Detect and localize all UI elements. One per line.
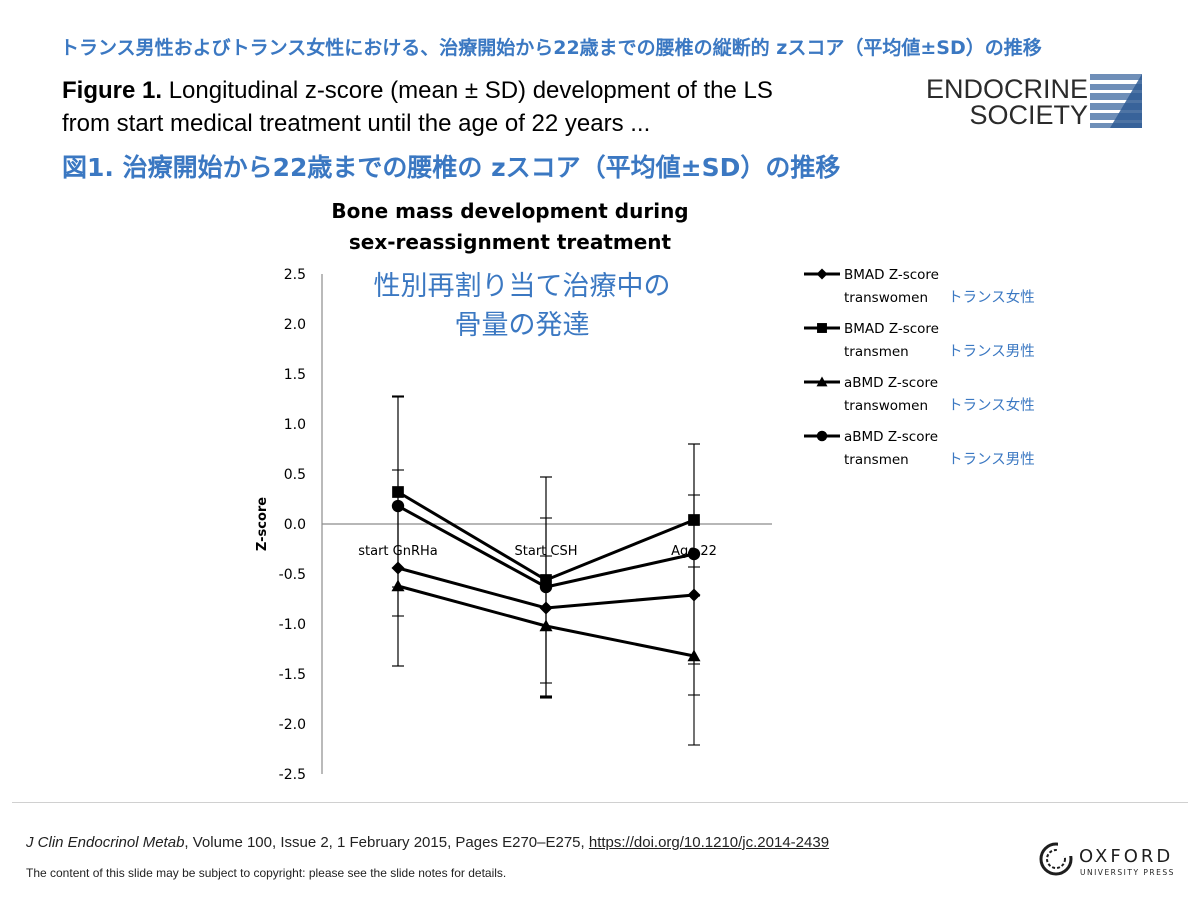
legend-label-line-1: BMAD Z-score bbox=[844, 321, 939, 337]
y-tick-label: 2.0 bbox=[284, 317, 306, 333]
citation: J Clin Endocrinol Metab, Volume 100, Iss… bbox=[26, 834, 829, 851]
chart-title-line-1: Bone mass development during bbox=[331, 199, 688, 223]
data-point bbox=[539, 580, 553, 594]
legend-label-line-1: BMAD Z-score bbox=[844, 267, 939, 283]
legend-label-line-2: transmen bbox=[844, 452, 909, 468]
series-layer bbox=[391, 395, 701, 746]
copyright-notice: The content of this slide may be subject… bbox=[26, 866, 507, 880]
y-tick-label: 1.5 bbox=[284, 367, 306, 383]
y-tick-labels: 2.5 2.0 1.5 1.0 0.5 0.0 -0.5 -1.0 -1.5 -2.0 -2.5 bbox=[279, 267, 306, 783]
caption-line-2: from start medical treatment until the a… bbox=[62, 110, 651, 137]
legend-jp-label: トランス男性 bbox=[948, 343, 1035, 360]
triangle-marker bbox=[816, 376, 828, 387]
oxford-emblem-icon bbox=[1039, 842, 1074, 876]
publisher-line-1: OXFORD bbox=[1079, 846, 1173, 867]
legend-item: BMAD Z-score transwomen トランス女性 bbox=[804, 267, 1035, 306]
citation-journal: J Clin Endocrinol Metab bbox=[26, 834, 185, 851]
square-marker bbox=[817, 323, 827, 333]
y-tick-label: -2.0 bbox=[279, 717, 306, 733]
oxford-university-press-logo: OXFORD UNIVERSITY PRESS bbox=[1039, 842, 1175, 877]
caption-line-1: Longitudinal z-score (mean ± SD) develop… bbox=[162, 77, 773, 104]
figure-caption: Figure 1. Longitudinal z-score (mean ± S… bbox=[62, 74, 892, 140]
data-point bbox=[687, 547, 701, 561]
y-tick-label: -0.5 bbox=[279, 567, 306, 583]
legend-jp-label: トランス男性 bbox=[948, 451, 1035, 468]
legend-item: BMAD Z-score transmen トランス男性 bbox=[804, 321, 1035, 360]
y-axis-label: Z-score bbox=[255, 497, 270, 551]
logo-line-1: ENDOCRINE bbox=[925, 74, 1088, 104]
legend-label-line-2: transmen bbox=[844, 344, 909, 360]
legend-jp-label: トランス女性 bbox=[948, 288, 1035, 306]
data-point bbox=[391, 499, 405, 513]
y-tick-label: 0.5 bbox=[284, 467, 306, 483]
chart-jp-title-line-2: 骨量の発達 bbox=[455, 310, 590, 341]
japanese-figure-subtitle: 図1. 治療開始から22歳までの腰椎の zスコア（平均値±SD）の推移 bbox=[62, 153, 841, 182]
y-tick-label: 2.5 bbox=[284, 267, 306, 283]
line-chart: Bone mass development during sex-reassig… bbox=[255, 199, 1035, 783]
diamond-marker bbox=[816, 268, 828, 280]
logo-line-2: SOCIETY bbox=[969, 100, 1088, 130]
y-tick-label: 1.0 bbox=[284, 417, 306, 433]
footer-divider bbox=[12, 802, 1188, 803]
circle-marker bbox=[539, 580, 553, 594]
legend-item: aBMD Z-score transmen トランス男性 bbox=[804, 429, 1035, 468]
citation-details: , Volume 100, Issue 2, 1 February 2015, … bbox=[184, 834, 589, 851]
y-tick-label: -1.5 bbox=[279, 667, 306, 683]
japanese-title: トランス男性およびトランス女性における、治療開始から22歳までの腰椎の縦断的 z… bbox=[60, 37, 1042, 59]
chart-axes bbox=[321, 274, 772, 774]
chart-title-line-2: sex-reassignment treatment bbox=[349, 230, 672, 254]
circle-marker bbox=[391, 499, 405, 513]
logo-mark-icon bbox=[1090, 74, 1142, 128]
x-tick-labels: start GnRHa Start CSH Age 22 bbox=[358, 544, 717, 559]
y-tick-label: -2.5 bbox=[279, 767, 306, 783]
circle-marker bbox=[687, 547, 701, 561]
doi-link[interactable]: https://doi.org/10.1210/jc.2014-2439 bbox=[588, 834, 830, 851]
legend-label-line-2: transwomen bbox=[844, 290, 928, 306]
publisher-line-2: UNIVERSITY PRESS bbox=[1080, 868, 1175, 877]
y-tick-label: 0.0 bbox=[284, 517, 306, 533]
endocrine-society-logo: ENDOCRINE SOCIETY bbox=[920, 72, 1145, 130]
legend-label-line-1: aBMD Z-score bbox=[844, 375, 938, 391]
y-tick-label: -1.0 bbox=[279, 617, 306, 633]
circle-marker bbox=[816, 430, 828, 442]
figure-label: Figure 1. bbox=[62, 77, 163, 104]
legend-jp-label: トランス女性 bbox=[948, 396, 1035, 414]
legend-label-line-1: aBMD Z-score bbox=[844, 429, 938, 445]
series-circle bbox=[391, 395, 701, 698]
legend-label-line-2: transwomen bbox=[844, 398, 928, 414]
chart-jp-title-line-1: 性別再割り当て治療中の bbox=[374, 271, 671, 302]
legend-item: aBMD Z-score transwomen トランス女性 bbox=[804, 375, 1035, 414]
